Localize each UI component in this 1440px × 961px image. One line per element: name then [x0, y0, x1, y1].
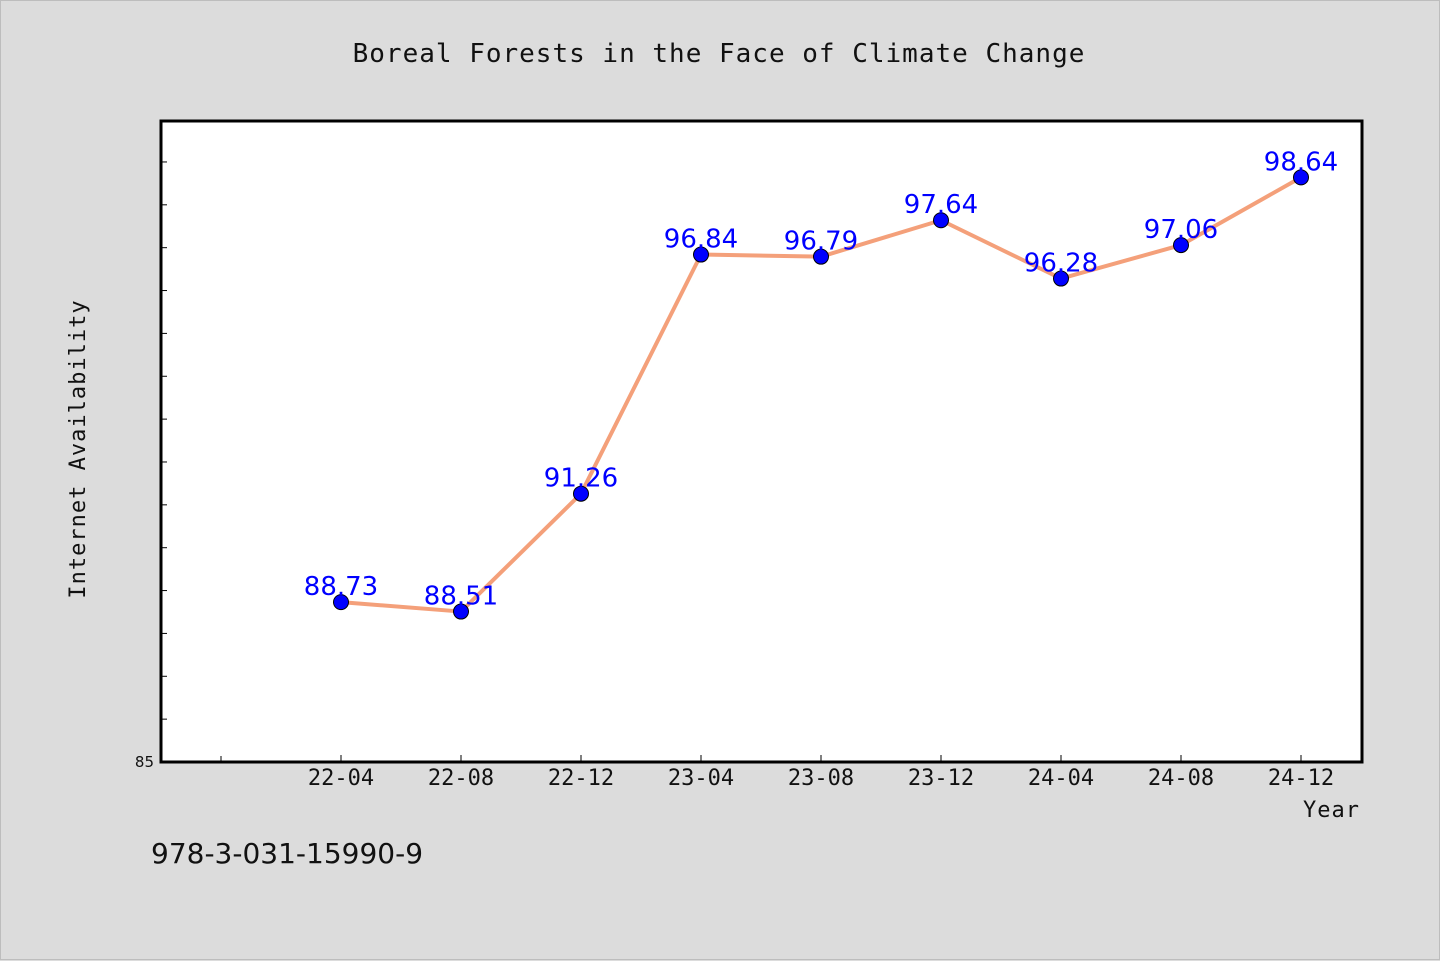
x-tick-label: 24-08	[1148, 766, 1214, 791]
x-tick-label: 24-04	[1028, 766, 1094, 791]
data-label: 96.28	[1024, 249, 1098, 279]
data-point	[1173, 237, 1189, 254]
x-axis-ticks: 22-04 22-08 22-12 23-04 23-08 23-12 24-04 24-08…	[220, 755, 1334, 791]
data-label: 88.51	[424, 582, 498, 612]
x-tick-label: 23-12	[908, 766, 974, 791]
y-axis-ticks	[161, 161, 167, 720]
data-label: 97.06	[1144, 215, 1218, 245]
series-layer	[333, 169, 1309, 620]
isbn-text: 978-3-031-15990-9	[151, 837, 423, 870]
x-tick-label: 23-04	[668, 766, 734, 791]
data-label: 97.64	[904, 190, 978, 220]
x-tick-label: 24-12	[1268, 766, 1334, 791]
plot-area	[159, 119, 1364, 764]
y-axis-label: Internet Availability	[66, 299, 91, 598]
x-tick-label: 22-12	[548, 766, 614, 791]
data-point	[453, 603, 469, 620]
data-label: 96.84	[664, 225, 738, 255]
y-tick-label-min: 85	[135, 753, 154, 771]
data-point	[933, 212, 949, 229]
data-label: 88.73	[304, 572, 378, 602]
data-point	[333, 594, 349, 611]
data-label: 96.79	[784, 227, 858, 257]
data-label: 98.64	[1264, 147, 1338, 177]
data-point	[1053, 270, 1069, 287]
data-label: 91.26	[544, 464, 618, 494]
data-point	[573, 485, 589, 502]
data-point	[813, 248, 829, 265]
data-label-layer: 88.73 88.51 91.26 96.84 96.79 97.64 96.28 97.06…	[304, 147, 1338, 611]
data-point	[693, 246, 709, 263]
chart-title: Boreal Forests in the Face of Climate Ch…	[353, 39, 1086, 69]
data-point	[1293, 169, 1309, 186]
x-tick-label: 22-04	[308, 766, 374, 791]
x-tick-label: 22-08	[428, 766, 494, 791]
x-axis-label: Year	[1303, 798, 1360, 823]
x-tick-label: 23-08	[788, 766, 854, 791]
